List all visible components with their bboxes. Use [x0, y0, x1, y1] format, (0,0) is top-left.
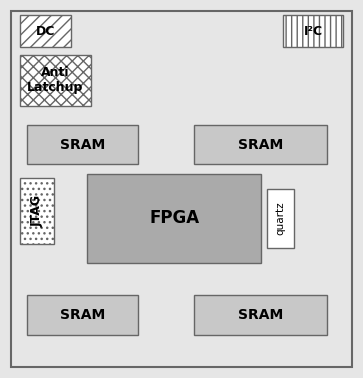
Bar: [267, 189, 294, 248]
Bar: [283, 15, 343, 47]
Text: SRAM: SRAM: [60, 308, 105, 322]
Text: Anti
Latchup: Anti Latchup: [27, 66, 83, 94]
Text: quartz: quartz: [276, 201, 285, 235]
Text: DC: DC: [36, 25, 55, 38]
Text: SRAM: SRAM: [238, 308, 283, 322]
Bar: [27, 125, 138, 164]
Bar: [20, 178, 54, 244]
Bar: [194, 125, 327, 164]
Bar: [27, 295, 138, 335]
Bar: [87, 174, 261, 263]
Bar: [20, 55, 91, 106]
Bar: [194, 295, 327, 335]
Text: SRAM: SRAM: [60, 138, 105, 152]
Text: I²C: I²C: [303, 25, 323, 38]
Bar: [20, 15, 71, 47]
Text: JTAG: JTAG: [31, 195, 44, 227]
Text: SRAM: SRAM: [238, 138, 283, 152]
Text: FPGA: FPGA: [149, 209, 199, 227]
